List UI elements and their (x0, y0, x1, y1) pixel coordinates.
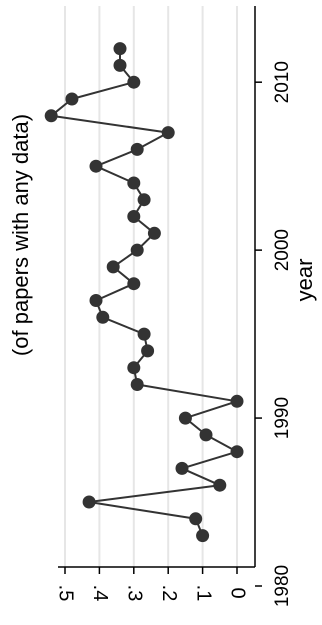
data-point (127, 75, 141, 89)
data-point (189, 512, 203, 526)
data-point (130, 378, 144, 391)
axes (58, 6, 256, 568)
data-point (137, 193, 151, 207)
data-point (141, 344, 155, 358)
y-tick-label: .4 (89, 585, 111, 602)
series-markers (44, 42, 244, 543)
series-polyline (50, 48, 238, 536)
y-axis-ticks: 0 .1 .2 .3 .4 .5 (55, 567, 249, 601)
series-line (50, 48, 238, 536)
data-point (82, 495, 96, 509)
data-point (196, 529, 210, 543)
data-point (44, 109, 58, 123)
data-point (127, 176, 141, 190)
x-tick-label: 1980 (272, 565, 293, 607)
x-tick-label: 2000 (272, 229, 293, 271)
data-point (230, 445, 244, 459)
data-point (127, 210, 141, 223)
data-point (89, 294, 103, 307)
x-axis-title: year (292, 259, 317, 302)
data-point (137, 327, 151, 341)
y-axis-title: (of papers with any data) (8, 114, 33, 356)
data-point (130, 142, 144, 156)
data-point (161, 126, 175, 140)
data-point (96, 310, 110, 324)
data-point (147, 226, 161, 240)
y-tick-label: 0 (227, 587, 249, 598)
y-tick-label: .3 (124, 585, 146, 602)
data-point (113, 58, 127, 72)
data-point (213, 478, 227, 492)
data-point (113, 42, 127, 56)
data-point (89, 159, 103, 173)
x-tick-label: 1990 (272, 397, 293, 439)
y-tick-label: .2 (158, 585, 180, 602)
grid-lines (64, 6, 238, 567)
data-point (130, 243, 144, 257)
data-point (199, 428, 213, 442)
data-point (127, 277, 141, 291)
y-tick-label: .1 (192, 585, 214, 602)
data-point (178, 411, 192, 425)
data-point (127, 361, 141, 375)
x-axis-ticks: 1980 1990 2000 2010 (255, 61, 293, 607)
data-point (65, 92, 79, 106)
x-tick-label: 2010 (272, 61, 293, 103)
data-point (106, 260, 120, 274)
data-point (230, 394, 244, 408)
y-tick-label: .5 (55, 585, 77, 602)
data-point (175, 461, 189, 475)
